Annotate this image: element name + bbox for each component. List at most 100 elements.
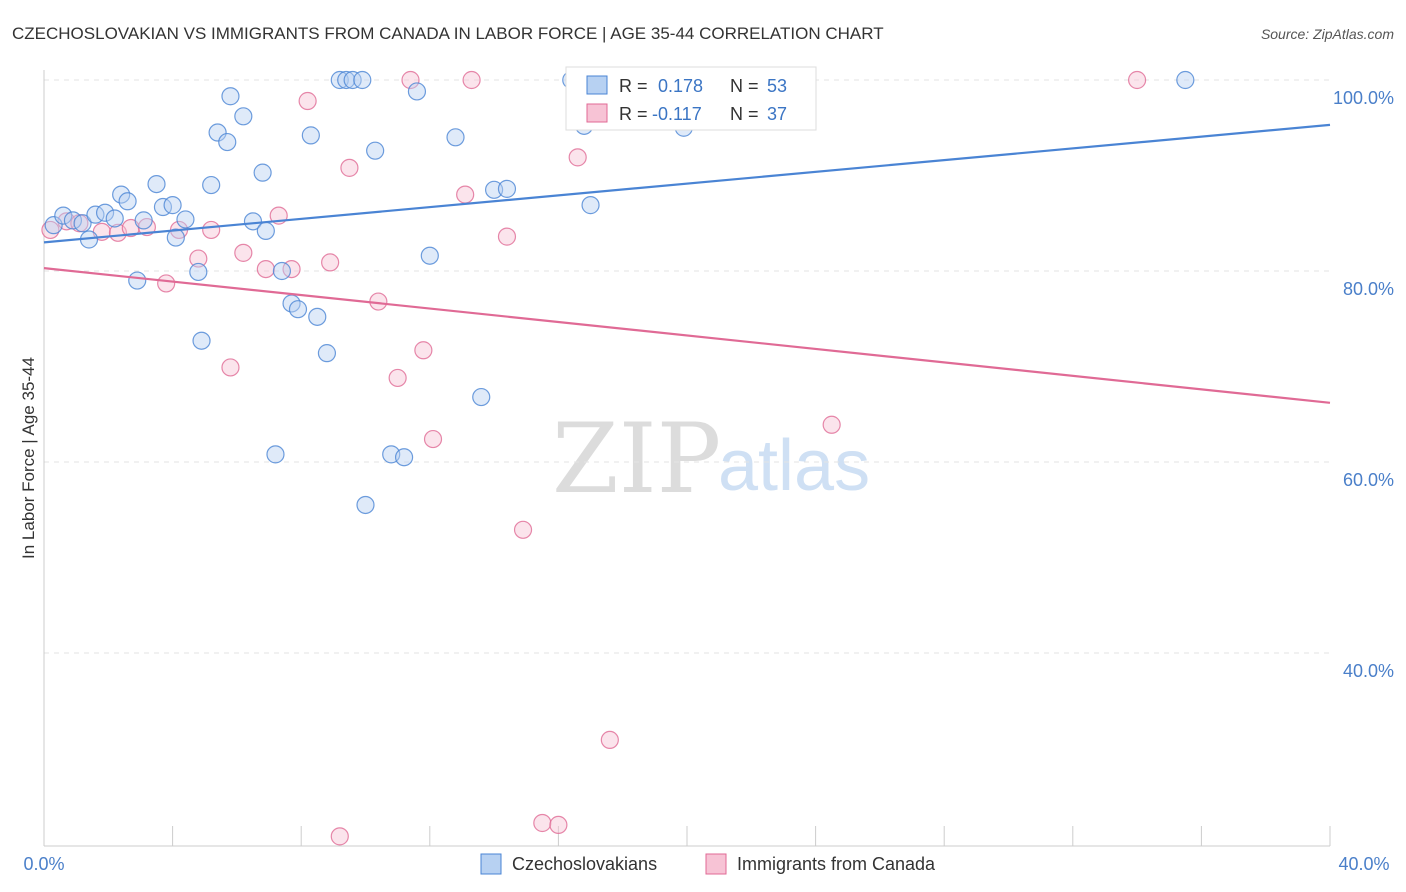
stats-n-label-2: N = <box>730 104 759 124</box>
point-series0-12 <box>147 174 166 194</box>
point-series1-36 <box>1127 70 1147 90</box>
point-series0-39 <box>366 141 385 160</box>
point-series1-27 <box>497 227 517 246</box>
point-series1-11 <box>221 358 240 377</box>
stats-n-label-1: N = <box>730 76 759 96</box>
point-series1-18 <box>330 827 349 846</box>
stats-box: R = 0.178 N = 53 R = -0.117 N = 37 <box>565 66 817 131</box>
chart-title: CZECHOSLOVAKIAN VS IMMIGRANTS FROM CANAD… <box>12 24 884 43</box>
stats-n-value-2: 37 <box>767 104 787 124</box>
point-series0-32 <box>308 307 327 326</box>
point-series0-0 <box>44 216 63 235</box>
point-series0-3 <box>73 214 92 233</box>
stats-n-value-1: 53 <box>767 76 787 96</box>
point-series1-28 <box>513 520 533 539</box>
trend-lines <box>43 123 1331 404</box>
y-tick-label-2: 60.0% <box>1343 470 1394 490</box>
legend-label-czechoslovakians: Czechoslovakians <box>512 854 657 874</box>
point-series1-7 <box>157 274 176 293</box>
point-series1-21 <box>388 368 407 388</box>
point-series1-30 <box>549 815 568 835</box>
stats-box-frame <box>565 66 817 131</box>
point-series0-10 <box>128 271 147 290</box>
y-axis-label: In Labor Force | Age 35-44 <box>19 357 38 559</box>
trend-line-series1 <box>43 267 1331 404</box>
point-series1-13 <box>256 259 275 279</box>
point-series0-31 <box>301 126 320 145</box>
point-series0-1 <box>54 206 73 225</box>
y-tick-labels: 100.0% 80.0% 60.0% 40.0% <box>1333 88 1394 681</box>
point-series0-44 <box>446 128 465 147</box>
point-series1-24 <box>423 429 443 449</box>
point-series0-42 <box>407 82 427 101</box>
x-tick-marks <box>43 826 1331 846</box>
stats-r-label-2: R = <box>619 104 648 124</box>
point-series1-31 <box>568 148 587 167</box>
watermark-zip: ZIP <box>552 403 721 515</box>
point-series1-10 <box>202 220 221 240</box>
point-series0-19 <box>202 175 221 195</box>
watermark: ZIP atlas <box>552 403 870 515</box>
trend-line-series0 <box>43 123 1331 244</box>
point-series0-25 <box>253 163 272 182</box>
point-series1-12 <box>234 243 253 262</box>
stats-swatch-immigrants-canada <box>586 103 608 123</box>
point-series0-41 <box>394 448 414 467</box>
point-series1-19 <box>340 158 359 177</box>
point-series0-27 <box>266 445 285 464</box>
point-series1-17 <box>321 253 340 272</box>
point-series0-8 <box>112 185 131 204</box>
watermark-atlas: atlas <box>718 426 870 506</box>
point-series0-28 <box>272 261 292 281</box>
y-tick-label-1: 80.0% <box>1343 279 1394 299</box>
legend-label-immigrants-canada: Immigrants from Canada <box>737 854 936 874</box>
point-series1-9 <box>189 249 208 268</box>
y-tick-label-0: 100.0% <box>1333 88 1394 108</box>
x-tick-label-max: 40.0% <box>1338 854 1389 874</box>
point-series0-14 <box>163 196 182 215</box>
point-series0-11 <box>134 211 153 230</box>
point-series0-23 <box>234 107 253 126</box>
point-series0-21 <box>218 132 237 152</box>
point-series0-24 <box>243 212 263 231</box>
legend: Czechoslovakians Immigrants from Canada <box>480 853 936 875</box>
point-series0-52 <box>1176 70 1195 90</box>
point-series0-7 <box>105 209 124 228</box>
legend-swatch-czechoslovakians <box>480 853 502 875</box>
point-series0-22 <box>221 87 240 106</box>
point-series1-35 <box>822 415 841 434</box>
point-series0-34 <box>330 70 349 90</box>
point-series0-17 <box>189 262 208 282</box>
point-series0-36 <box>343 70 362 90</box>
point-series0-30 <box>288 300 308 319</box>
stats-r-label-1: R = <box>619 76 648 96</box>
point-series0-46 <box>485 180 504 199</box>
y-tick-label-3: 40.0% <box>1343 661 1394 681</box>
point-series0-50 <box>581 196 600 215</box>
point-series1-22 <box>401 70 420 90</box>
point-series0-16 <box>176 210 195 229</box>
point-series0-9 <box>118 192 137 211</box>
point-series1-26 <box>462 70 481 90</box>
chart-source: Source: ZipAtlas.com <box>1261 26 1394 42</box>
point-series1-32 <box>600 730 619 750</box>
point-series0-6 <box>95 203 115 222</box>
point-series0-18 <box>192 331 211 350</box>
legend-swatch-immigrants-canada <box>705 853 727 875</box>
point-series0-33 <box>317 344 337 363</box>
stats-r-value-1: 0.178 <box>658 76 703 96</box>
point-series0-47 <box>497 179 517 198</box>
point-series0-15 <box>166 228 185 247</box>
point-series1-29 <box>533 813 552 833</box>
stats-swatch-czechoslovakians <box>586 75 608 95</box>
point-series0-38 <box>356 495 375 515</box>
x-tick-label-min: 0.0% <box>23 854 64 874</box>
point-series1-23 <box>414 341 433 360</box>
point-series0-20 <box>208 123 227 142</box>
point-series0-45 <box>472 387 491 407</box>
point-series0-26 <box>256 221 275 240</box>
point-series1-25 <box>456 185 475 204</box>
point-series0-43 <box>420 246 439 265</box>
point-series0-37 <box>353 70 372 90</box>
